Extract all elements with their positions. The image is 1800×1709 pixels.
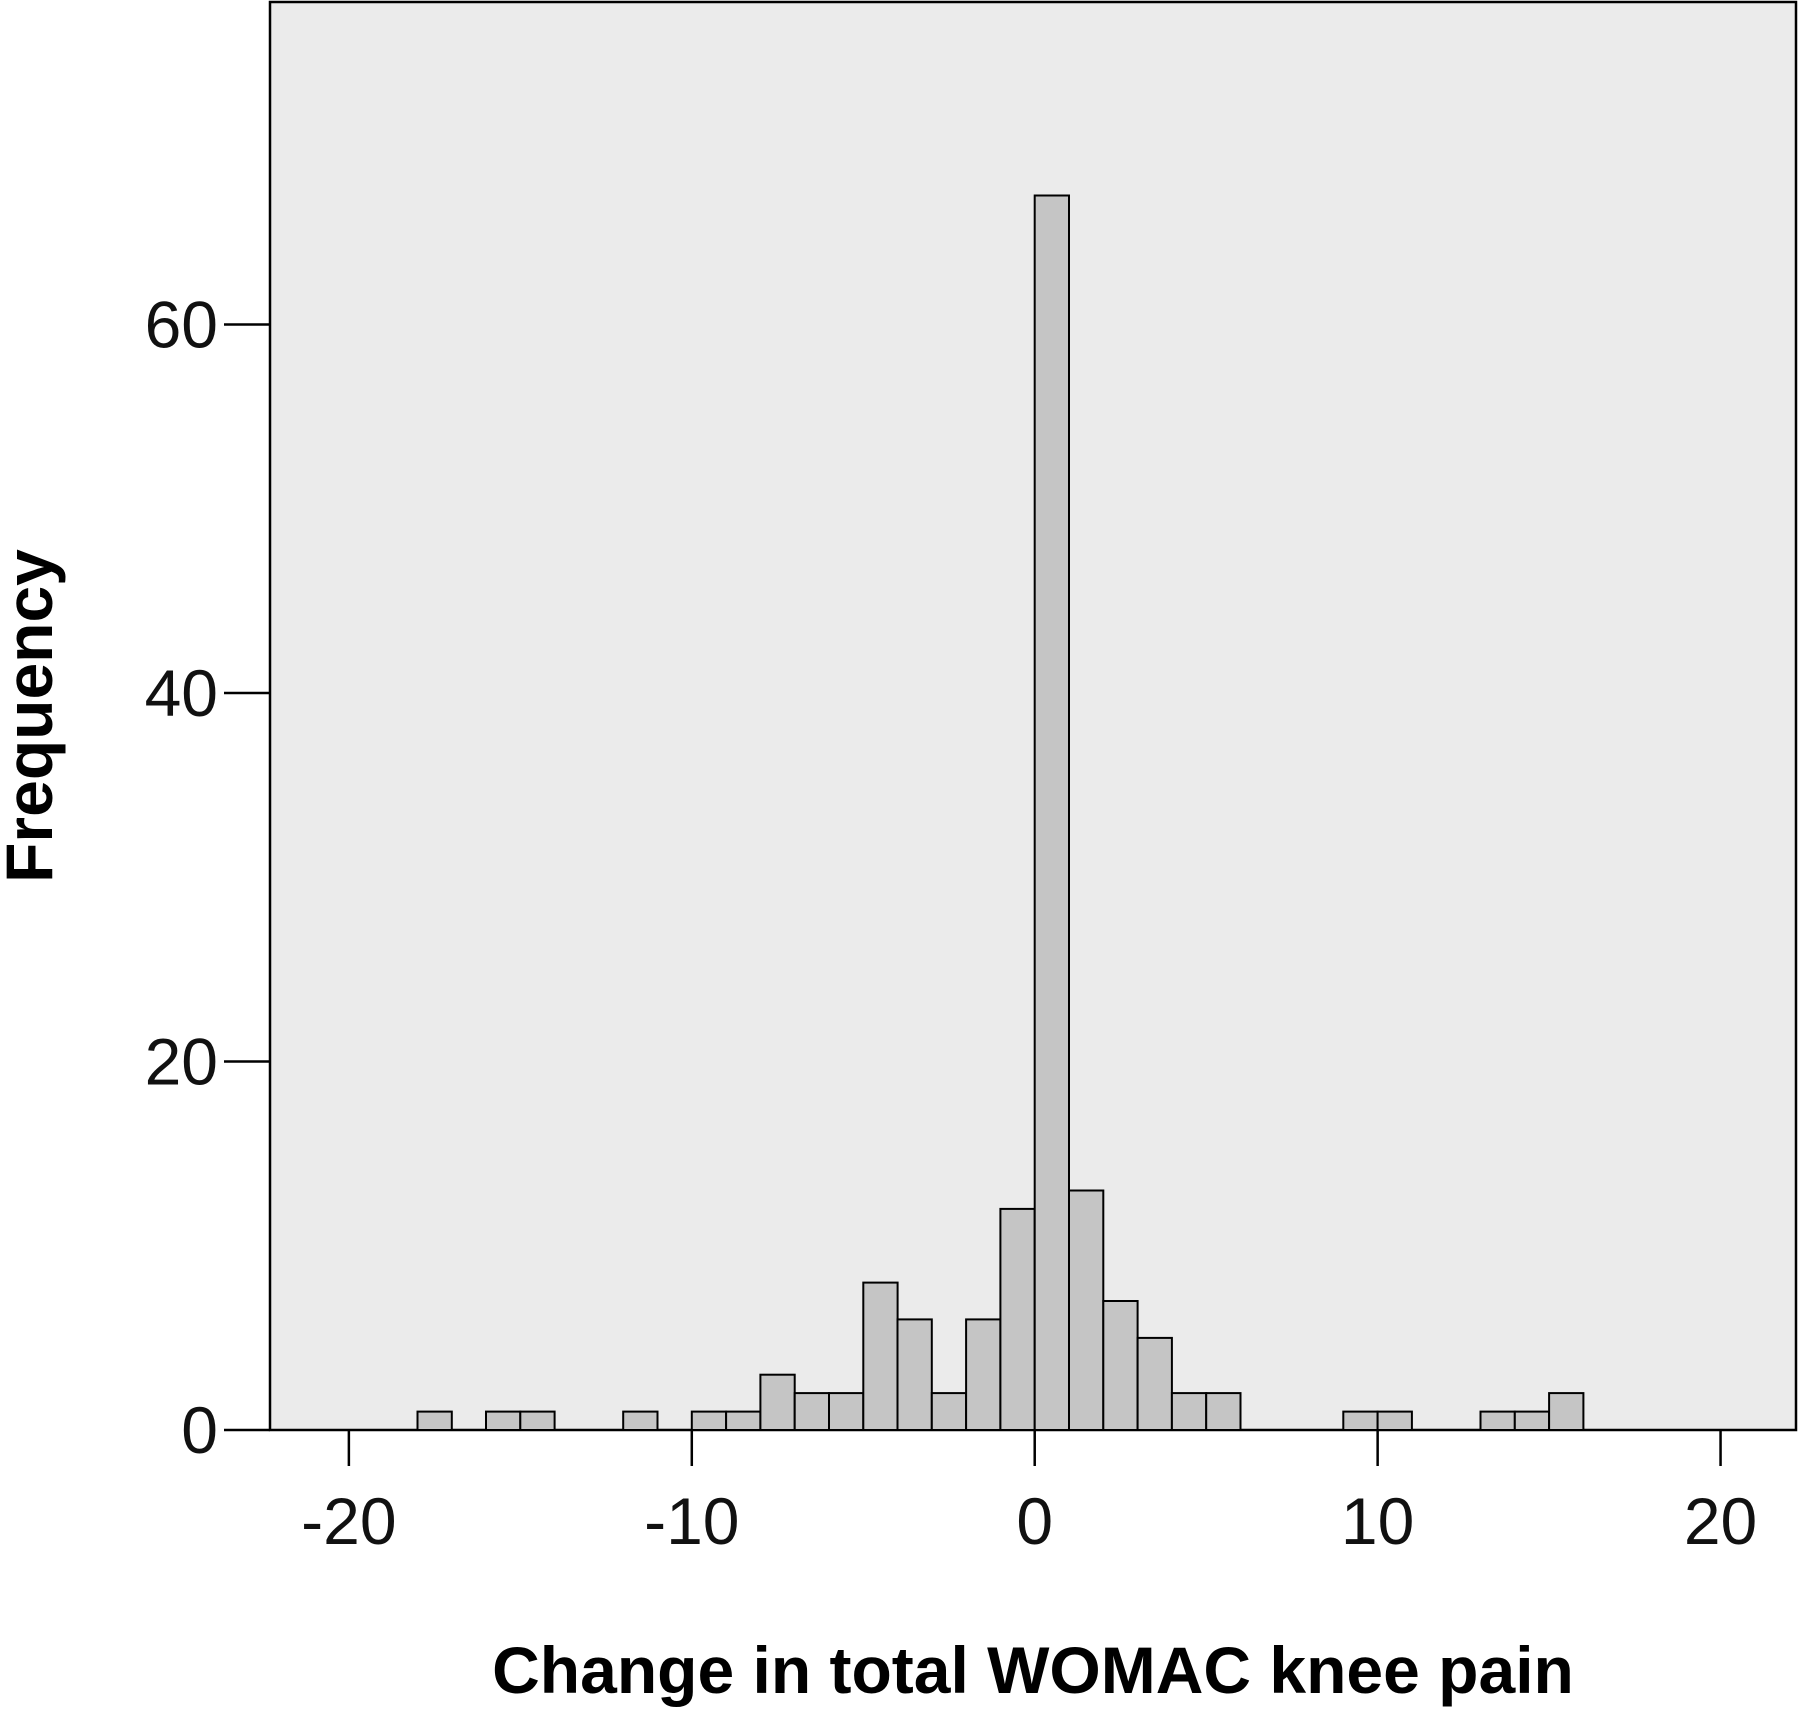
bars-group	[416, 194, 1585, 1432]
histogram-bar	[999, 1207, 1036, 1432]
y-tick-label: 20	[145, 1024, 218, 1098]
histogram-bar	[896, 1318, 933, 1432]
histogram-bar	[1479, 1410, 1516, 1431]
histogram-bar	[1136, 1336, 1173, 1432]
x-axis-title: Change in total WOMAC knee pain	[492, 1633, 1574, 1707]
histogram-bar	[1342, 1410, 1379, 1431]
x-tick-label: -10	[644, 1484, 739, 1558]
axes-group: -20 -10 0 10 20 0 20 40 60	[145, 287, 1758, 1558]
y-tick-label: 60	[145, 287, 218, 361]
histogram-bar	[930, 1392, 968, 1431]
histogram-bar	[622, 1410, 659, 1431]
histogram-bar	[862, 1281, 899, 1431]
histogram-bar	[828, 1392, 865, 1431]
y-tick-label: 40	[145, 656, 218, 730]
histogram-bar	[1033, 194, 1070, 1431]
histogram-bar	[1068, 1189, 1105, 1431]
histogram-bar	[1548, 1392, 1585, 1431]
plot-area	[268, 0, 1798, 1432]
x-tick-label: 10	[1341, 1484, 1414, 1558]
y-axis-title: Frequency	[0, 549, 66, 883]
y-tick-label: 0	[181, 1393, 218, 1467]
histogram-bar	[485, 1410, 522, 1431]
histogram-bar	[965, 1318, 1002, 1432]
histogram-bar	[759, 1373, 796, 1431]
histogram-bar	[725, 1410, 762, 1431]
histogram-bar	[1170, 1392, 1208, 1431]
histogram-bar	[793, 1392, 831, 1431]
histogram-bar	[690, 1410, 728, 1431]
histogram-bar	[1205, 1392, 1242, 1431]
histogram-bar	[519, 1410, 556, 1431]
histogram-bar	[1513, 1410, 1551, 1431]
x-tick-label: -20	[301, 1484, 396, 1558]
histogram-bar	[416, 1410, 453, 1431]
histogram-bar	[1102, 1300, 1139, 1431]
x-tick-label: 0	[1016, 1484, 1053, 1558]
histogram-bar	[1376, 1410, 1413, 1431]
x-tick-label: 20	[1684, 1484, 1757, 1558]
